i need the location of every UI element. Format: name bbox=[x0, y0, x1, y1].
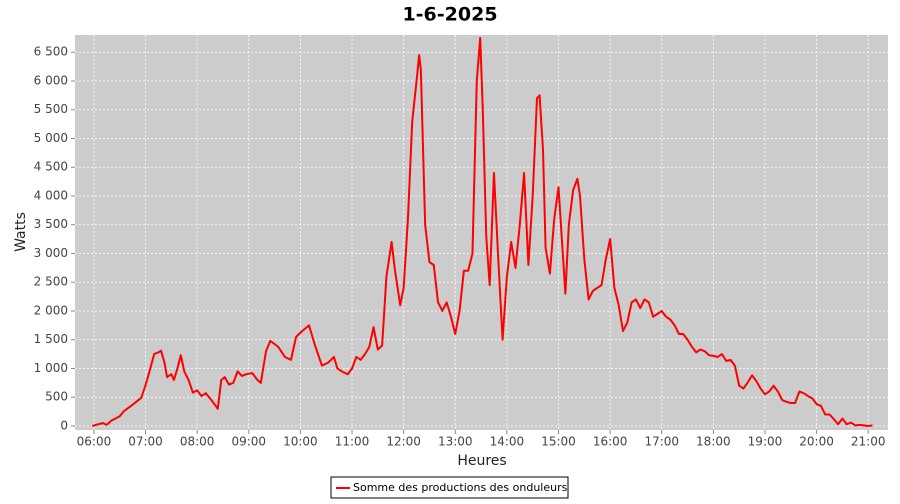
x-tick-label: 16:00 bbox=[593, 435, 628, 449]
x-tick-label: 08:00 bbox=[180, 435, 215, 449]
y-tick-label: 4 000 bbox=[34, 188, 68, 202]
x-tick-label: 09:00 bbox=[231, 435, 266, 449]
x-tick-label: 07:00 bbox=[128, 435, 163, 449]
legend-box bbox=[330, 476, 569, 499]
y-tick-label: 6 500 bbox=[34, 45, 68, 59]
chart-title: 1-6-2025 bbox=[402, 4, 497, 26]
y-tick-label: 3 500 bbox=[34, 217, 68, 231]
y-tick-label: 500 bbox=[45, 390, 68, 404]
y-tick-label: 0 bbox=[60, 418, 68, 432]
x-tick-label: 18:00 bbox=[696, 435, 731, 449]
x-tick-label: 10:00 bbox=[283, 435, 318, 449]
x-tick-label: 11:00 bbox=[335, 435, 370, 449]
x-tick-label: 12:00 bbox=[386, 435, 421, 449]
x-tick-label: 19:00 bbox=[748, 435, 783, 449]
x-tick-label: 06:00 bbox=[77, 435, 112, 449]
y-axis-label: Watts bbox=[13, 212, 29, 252]
y-tick-label: 4 500 bbox=[34, 160, 68, 174]
x-tick-label: 17:00 bbox=[644, 435, 679, 449]
y-tick-label: 3 000 bbox=[34, 246, 68, 260]
y-tick-label: 2 000 bbox=[34, 303, 68, 317]
x-tick-label: 20:00 bbox=[799, 435, 834, 449]
x-tick-label: 13:00 bbox=[438, 435, 473, 449]
y-tick-label: 1 500 bbox=[34, 332, 68, 346]
y-tick-label: 2 500 bbox=[34, 275, 68, 289]
y-tick-label: 5 000 bbox=[34, 131, 68, 145]
y-tick-label: 6 000 bbox=[34, 73, 68, 87]
legend bbox=[330, 476, 569, 499]
y-tick-label: 1 000 bbox=[34, 361, 68, 375]
data-line bbox=[91, 36, 873, 427]
y-tick-label: 5 500 bbox=[34, 102, 68, 116]
x-tick-label: 15:00 bbox=[541, 435, 576, 449]
legend-label: Somme des productions des onduleurs bbox=[353, 481, 568, 494]
x-tick-label: 21:00 bbox=[851, 435, 886, 449]
x-tick-label: 14:00 bbox=[490, 435, 525, 449]
x-axis-label: Heures bbox=[457, 453, 506, 469]
